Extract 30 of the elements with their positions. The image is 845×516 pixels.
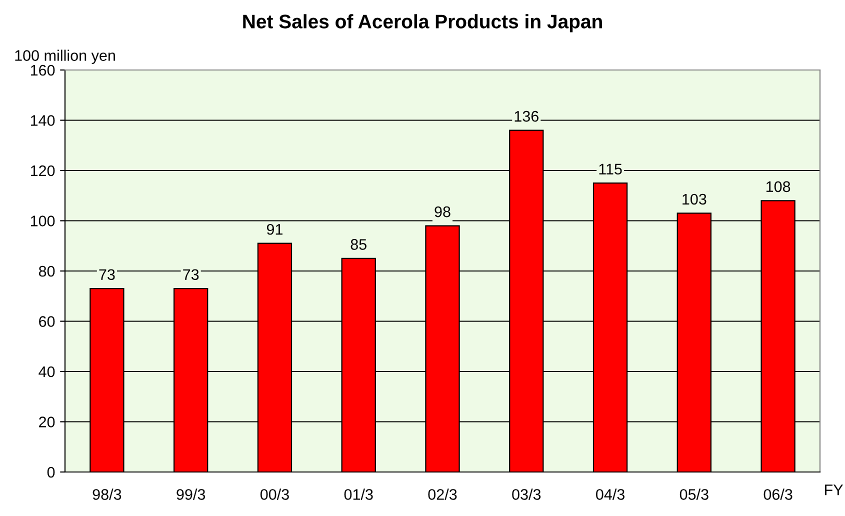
y-tick-label: 140 (30, 115, 55, 126)
chart-title: Net Sales of Acerola Products in Japan (243, 14, 602, 32)
data-label: 103 (682, 194, 706, 205)
x-tick-label: 00/3 (260, 488, 289, 500)
data-label: 98 (434, 206, 450, 218)
y-axis-title: 100 million yen (15, 50, 115, 64)
x-tick-label: 03/3 (512, 488, 541, 500)
x-tick-label: 98/3 (92, 488, 122, 500)
data-label: 91 (266, 224, 282, 235)
x-tick-label: 02/3 (428, 488, 457, 500)
x-tick-label: 05/3 (680, 488, 708, 500)
x-tick-label: 99/3 (176, 488, 206, 500)
y-tick-label: 120 (30, 165, 55, 176)
y-tick-label: 100 (30, 216, 55, 226)
y-tick-label: 20 (39, 416, 55, 428)
y-tick-label: 160 (30, 64, 55, 76)
y-tick-label: 60 (39, 316, 55, 327)
x-tick-label: 01/3 (344, 488, 373, 500)
data-label: 73 (183, 269, 199, 280)
data-label: 108 (766, 181, 790, 192)
data-label: 85 (350, 239, 366, 250)
y-tick-label: 40 (38, 366, 55, 378)
data-label: 136 (514, 110, 538, 122)
y-tick-label: 0 (47, 466, 55, 478)
y-tick-label: 80 (38, 266, 55, 277)
x-tick-label: 04/3 (596, 488, 624, 500)
x-axis-title: FY (825, 484, 843, 496)
data-label: 73 (99, 269, 115, 280)
x-tick-label: 06/3 (764, 488, 792, 500)
data-label: 115 (599, 164, 622, 174)
